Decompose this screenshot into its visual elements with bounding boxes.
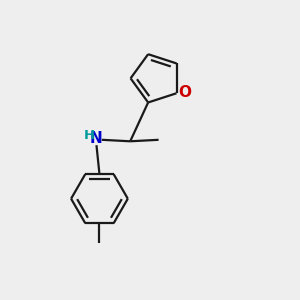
Text: H: H [84,128,95,142]
Text: O: O [178,85,191,100]
Text: N: N [90,131,103,146]
